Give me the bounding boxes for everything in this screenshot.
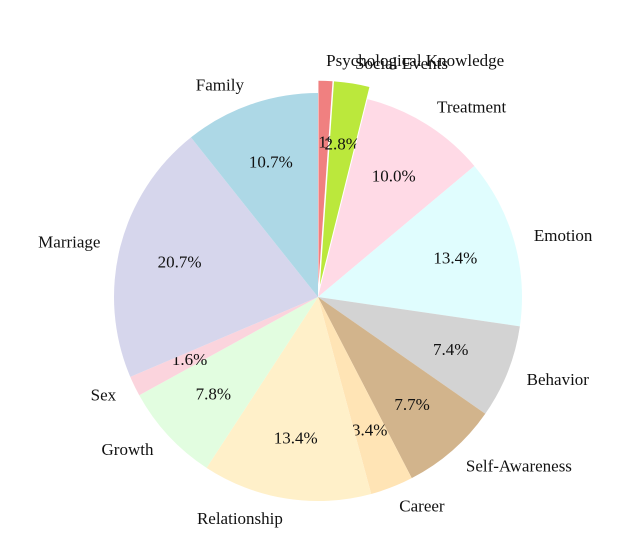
pie-slice-psychological-knowledge [318,80,333,285]
pie-slice-social-events [319,81,370,285]
slice-label-psychological-knowledge: Psychological Knowledge [326,51,504,70]
slice-label-growth: Growth [102,440,154,459]
pie-slice-self-awareness [318,297,486,479]
pct-label-emotion: 13.4% [433,249,477,268]
pie-slice-emotion [318,165,522,327]
slice-label-sex: Sex [91,386,117,405]
pct-label-social-events: 2.8% [325,134,360,153]
pct-label-marriage: 20.7% [158,252,202,271]
pct-label-career: 3.4% [352,421,387,440]
slice-label-marriage: Marriage [38,232,100,251]
slice-label-social-events: Social Events [355,54,448,73]
pct-label-family: 10.7% [249,153,293,172]
slice-label-self-awareness: Self-Awareness [466,456,572,475]
pie-slice-sex [130,297,318,396]
pct-label-growth: 7.8% [196,385,231,404]
slice-label-treatment: Treatment [437,97,507,116]
pie-slice-career [318,297,412,494]
pct-label-behavior: 7.4% [433,340,468,359]
pie-slice-treatment [318,99,475,297]
pie-slice-family [190,93,318,297]
pie-slice-growth [139,297,318,468]
slice-label-career: Career [399,497,445,516]
slice-label-emotion: Emotion [534,226,593,245]
slice-label-behavior: Behavior [527,370,590,389]
slice-label-family: Family [196,76,245,95]
pie-slice-marriage [113,137,318,377]
pie-slice-behavior [318,297,520,414]
pct-label-treatment: 10.0% [372,166,416,185]
pct-label-self-awareness: 7.7% [394,395,429,414]
pct-label-relationship: 13.4% [274,429,318,448]
pie-slice-relationship [206,297,372,502]
slice-label-relationship: Relationship [197,509,283,528]
